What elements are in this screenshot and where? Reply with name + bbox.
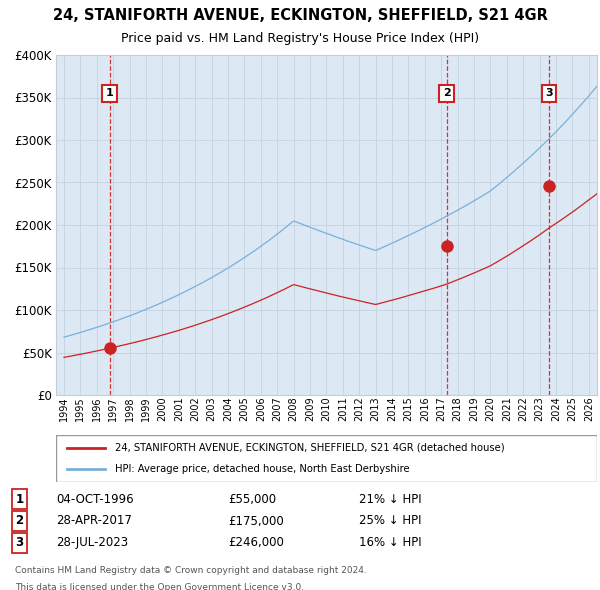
Text: 28-JUL-2023: 28-JUL-2023 [56,536,128,549]
Text: Price paid vs. HM Land Registry's House Price Index (HPI): Price paid vs. HM Land Registry's House … [121,32,479,45]
Text: 25% ↓ HPI: 25% ↓ HPI [359,514,422,527]
Text: 16% ↓ HPI: 16% ↓ HPI [359,536,422,549]
Text: 3: 3 [545,88,553,99]
Text: 1: 1 [106,88,113,99]
Text: 04-OCT-1996: 04-OCT-1996 [56,493,134,506]
Text: 2: 2 [16,514,23,527]
Text: 3: 3 [16,536,23,549]
Text: 21% ↓ HPI: 21% ↓ HPI [359,493,422,506]
Text: 24, STANIFORTH AVENUE, ECKINGTON, SHEFFIELD, S21 4GR: 24, STANIFORTH AVENUE, ECKINGTON, SHEFFI… [53,8,547,23]
Text: £55,000: £55,000 [229,493,277,506]
Text: 28-APR-2017: 28-APR-2017 [56,514,133,527]
Text: This data is licensed under the Open Government Licence v3.0.: This data is licensed under the Open Gov… [15,583,304,590]
Text: £246,000: £246,000 [229,536,284,549]
Text: Contains HM Land Registry data © Crown copyright and database right 2024.: Contains HM Land Registry data © Crown c… [15,566,367,575]
Text: £175,000: £175,000 [229,514,284,527]
Text: 2: 2 [443,88,451,99]
Text: HPI: Average price, detached house, North East Derbyshire: HPI: Average price, detached house, Nort… [115,464,410,474]
Text: 24, STANIFORTH AVENUE, ECKINGTON, SHEFFIELD, S21 4GR (detached house): 24, STANIFORTH AVENUE, ECKINGTON, SHEFFI… [115,442,505,453]
Text: 1: 1 [16,493,23,506]
